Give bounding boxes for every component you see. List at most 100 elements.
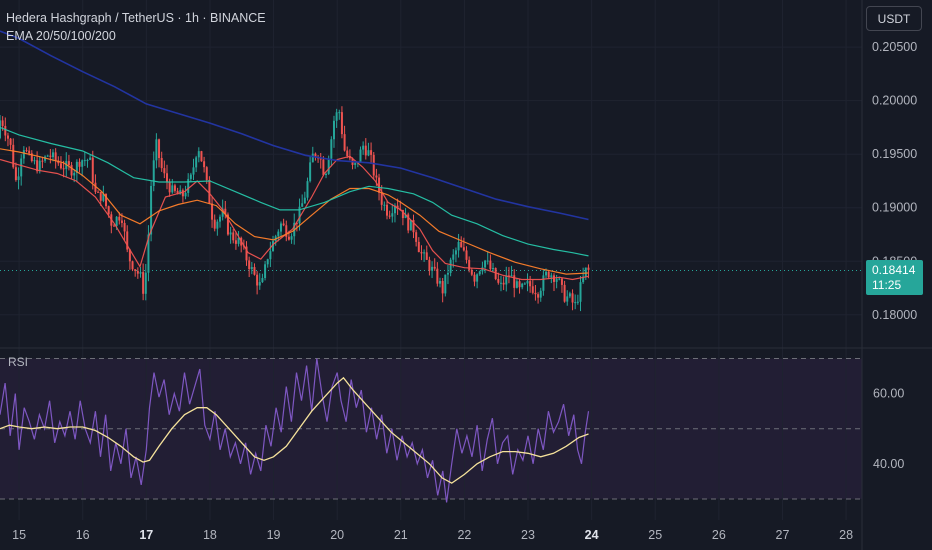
ema-20-line bbox=[0, 155, 589, 281]
candle-up bbox=[566, 296, 569, 302]
candle-down bbox=[489, 260, 492, 270]
rsi-indicator-label[interactable]: RSI bbox=[8, 355, 29, 369]
candle-down bbox=[9, 138, 12, 145]
candle-up bbox=[46, 155, 49, 157]
candle-up bbox=[542, 275, 545, 291]
candle-down bbox=[118, 216, 121, 221]
candle-up bbox=[423, 252, 426, 254]
candle-up bbox=[576, 301, 579, 303]
candle-down bbox=[12, 144, 15, 168]
candle-up bbox=[332, 120, 335, 140]
candle-down bbox=[420, 252, 423, 254]
candle-down bbox=[173, 185, 176, 191]
candle-up bbox=[266, 259, 269, 265]
candle-down bbox=[560, 278, 563, 285]
candle-up bbox=[115, 216, 118, 227]
candle-down bbox=[552, 275, 555, 282]
candle-up bbox=[229, 232, 232, 235]
rsi-line bbox=[0, 358, 590, 503]
currency-button[interactable]: USDT bbox=[866, 6, 922, 31]
candle-up bbox=[526, 281, 529, 284]
candle-up bbox=[147, 234, 150, 273]
candle-down bbox=[234, 240, 237, 244]
ema-100-line bbox=[0, 126, 589, 257]
candle-down bbox=[433, 266, 436, 269]
candle-up bbox=[237, 237, 240, 244]
candle-up bbox=[439, 281, 442, 284]
candle-down bbox=[253, 267, 256, 275]
time-axis[interactable]: 15 16 17 18 19 20 21 22 23 24 25 26 27 28 bbox=[12, 528, 853, 542]
candle-down bbox=[59, 163, 62, 169]
ema-50-line bbox=[0, 148, 589, 275]
candle-down bbox=[128, 249, 131, 262]
candle-up bbox=[86, 159, 89, 161]
rsi-lines bbox=[0, 358, 590, 503]
candle-down bbox=[380, 192, 383, 205]
candle-down bbox=[94, 182, 97, 192]
candle-down bbox=[396, 205, 399, 209]
candle-up bbox=[221, 208, 224, 217]
candle-up bbox=[431, 266, 434, 271]
candle-up bbox=[391, 213, 394, 217]
rsi-axis[interactable]: 40.00 60.00 bbox=[873, 387, 904, 471]
candle-up bbox=[404, 214, 407, 219]
candle-down bbox=[460, 241, 463, 248]
candles bbox=[0, 106, 590, 312]
candle-down bbox=[285, 225, 288, 237]
candle-down bbox=[28, 150, 31, 154]
candle-up bbox=[155, 139, 158, 161]
candle-up bbox=[584, 267, 587, 277]
time-tick-label: 26 bbox=[712, 528, 726, 542]
candle-up bbox=[250, 267, 253, 270]
candle-down bbox=[428, 259, 431, 271]
candle-up bbox=[152, 160, 155, 186]
candle-down bbox=[176, 190, 179, 195]
candle-down bbox=[226, 214, 229, 235]
time-tick-label: 15 bbox=[12, 528, 26, 542]
candle-up bbox=[150, 185, 153, 235]
candle-down bbox=[375, 175, 378, 178]
candle-up bbox=[187, 178, 190, 193]
candle-down bbox=[388, 215, 391, 217]
rsi-tick-label: 60.00 bbox=[873, 387, 904, 401]
candle-up bbox=[393, 205, 396, 214]
symbol-title[interactable]: Hedera Hashgraph / TetherUS · 1h · BINAN… bbox=[6, 11, 266, 25]
candle-up bbox=[298, 206, 301, 224]
candle-down bbox=[14, 167, 17, 181]
candle-up bbox=[269, 251, 272, 260]
candle-down bbox=[36, 160, 39, 172]
candle-up bbox=[481, 267, 484, 272]
candle-down bbox=[134, 269, 137, 271]
candle-down bbox=[385, 204, 388, 216]
candle-down bbox=[62, 168, 65, 170]
candle-down bbox=[537, 294, 540, 298]
candle-down bbox=[163, 168, 166, 174]
candle-up bbox=[20, 158, 23, 177]
candle-up bbox=[195, 157, 198, 168]
candle-down bbox=[131, 261, 134, 270]
candle-up bbox=[499, 282, 502, 284]
candle-up bbox=[476, 274, 479, 282]
candle-down bbox=[200, 151, 203, 162]
candle-up bbox=[568, 293, 571, 297]
candle-down bbox=[322, 159, 325, 175]
time-tick-label: 28 bbox=[839, 528, 853, 542]
candle-down bbox=[412, 220, 415, 233]
candle-down bbox=[401, 209, 404, 219]
candle-up bbox=[261, 278, 264, 283]
price-tick-label: 0.20000 bbox=[872, 94, 917, 108]
candle-down bbox=[160, 157, 163, 169]
candle-up bbox=[558, 278, 561, 280]
candle-down bbox=[319, 158, 322, 160]
candle-up bbox=[330, 139, 333, 159]
candle-up bbox=[359, 149, 362, 163]
ema-indicator-label[interactable]: EMA 20/50/100/200 bbox=[6, 29, 116, 43]
candle-up bbox=[139, 272, 142, 274]
candle-up bbox=[83, 160, 86, 162]
bar-countdown: 11:25 bbox=[872, 278, 902, 292]
candle-up bbox=[290, 236, 293, 240]
candle-up bbox=[75, 161, 78, 174]
candle-down bbox=[470, 269, 473, 275]
candle-down bbox=[340, 112, 343, 135]
